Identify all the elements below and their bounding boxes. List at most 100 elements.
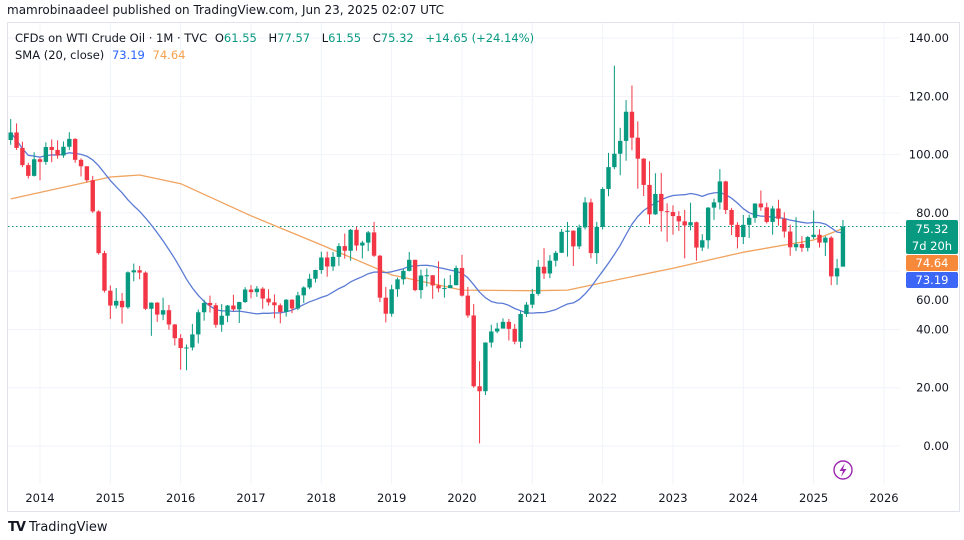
candle-body [535,266,541,294]
x-tick-label: 2018 [307,491,336,505]
candle-body [108,290,113,306]
candle-body [395,279,400,290]
candle-body [201,302,207,313]
candle-body [125,272,131,308]
candle-2019-09 [436,261,441,293]
candle-2014-12 [102,250,107,293]
open-label: O [214,31,224,45]
candle-2022-10 [653,173,658,215]
candle-body [735,224,740,238]
candle-2020-08 [500,318,506,329]
candle-2022-02 [606,152,611,197]
lightning-icon[interactable] [833,460,853,480]
candle-2017-03 [260,287,265,309]
candle-2018-04 [336,243,342,266]
candle-2024-02 [746,214,752,238]
candle-body [676,216,682,222]
candle-2023-06 [700,234,705,252]
candle-body [659,193,664,212]
candle-2023-07 [705,207,711,249]
candle-body [565,230,570,232]
candle-2019-07 [424,268,430,287]
candle-body [260,288,265,299]
close-value: 75.32 [380,31,414,45]
candle-body [14,132,19,148]
candle-2024-08 [782,212,787,238]
candle-body [512,328,517,342]
candle-body [741,224,746,238]
tradingview-logo[interactable]: TV TradingView [8,520,107,535]
candle-body [641,158,646,185]
candle-body [67,138,72,147]
candle-body [817,234,822,243]
candle-body [629,111,635,138]
candle-2019-11 [448,274,453,289]
candle-body [688,222,693,226]
candle-body [143,272,148,309]
candle-2017-07 [283,299,289,317]
time-axis[interactable]: 2014 2015 2016 2017 2018 2019 2020 2021 2022 2023… [25,491,898,505]
high-label: H [268,31,278,45]
indicator-value-blue: 73.19 [111,48,145,62]
candle-2021-05 [553,250,558,267]
candle-2024-06 [770,205,775,235]
candle-2025-01 [811,210,816,240]
candle-2022-03 [612,65,617,170]
candle-2014-10 [90,175,95,213]
x-tick-label: 2026 [869,491,898,505]
candle-2023-04 [688,202,693,231]
candle-2014-11 [96,210,101,255]
candle-body [477,386,482,392]
grid [8,23,906,484]
last-price-tag [906,220,958,254]
candle-body [137,270,142,273]
chart-pane[interactable] [7,22,960,512]
candle-2018-12 [383,286,388,323]
candle-body [131,270,136,273]
candle-body [588,202,594,254]
candle-body [172,324,177,339]
candle-body [729,209,734,225]
candle-2024-01 [741,214,746,245]
candle-body [231,305,236,310]
candle-2015-11 [166,304,172,330]
change-value: +14.65 (+24.14%) [425,31,535,45]
candle-body [541,266,547,274]
candle-2017-04 [266,289,271,306]
sma-lines [10,132,844,315]
candle-2016-10 [231,294,236,312]
indicator-legend-row: SMA (20, close) 73.19 74.64 [15,47,538,64]
candle-body [723,181,728,210]
candle-body [799,244,805,248]
candle-body [330,256,336,267]
candle-2016-09 [225,304,230,323]
candle-2023-11 [729,207,734,236]
candle-2014-08 [78,158,84,177]
candle-body [119,300,125,308]
candle-2017-09 [295,291,301,311]
indicator-name[interactable]: SMA (20, close) [15,48,105,62]
candle-body [700,240,705,248]
price-axis[interactable]: 0.00 20.00 40.00 60.00 80.00 100.00 120.00 140.… [909,31,949,453]
candle-2020-03 [471,304,476,388]
candle-body [225,305,230,316]
candle-2017-10 [301,286,306,303]
candle-2018-02 [324,251,330,277]
candle-body [483,342,488,392]
candle-2021-01 [530,288,535,309]
candle-body [26,165,31,176]
symbol-name[interactable]: CFDs on WTI Crude Oil · 1M · TVC [15,31,208,45]
candle-body [219,315,224,325]
candle-2015-02 [113,288,119,309]
candle-2021-04 [547,255,553,279]
y-tick-label: 20.00 [916,381,949,395]
ohlc-low: L61.55 [322,31,365,45]
candle-2022-12 [664,203,670,242]
candle-2024-12 [805,235,810,252]
candle-body [471,315,476,387]
x-tick-label: 2021 [518,491,547,505]
candle-body [389,289,394,314]
candle-body [354,229,359,246]
candle-2016-08 [219,304,224,332]
candle-2017-02 [254,286,260,297]
